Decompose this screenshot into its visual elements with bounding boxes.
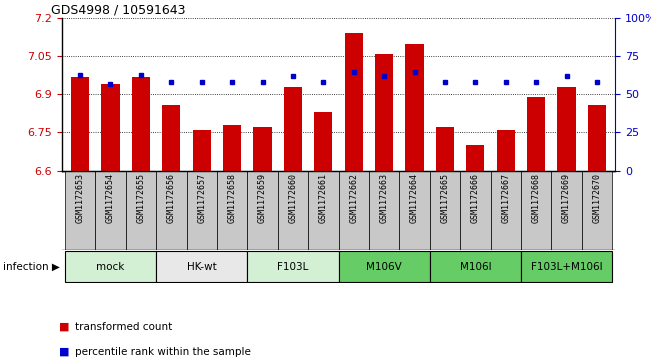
Bar	[223, 125, 242, 171]
Bar	[314, 112, 333, 171]
Bar	[95, 171, 126, 250]
Text: GDS4998 / 10591643: GDS4998 / 10591643	[51, 4, 186, 17]
Text: M106V: M106V	[367, 262, 402, 272]
Text: GSM1172659: GSM1172659	[258, 173, 267, 223]
Bar	[162, 105, 180, 171]
Bar	[430, 171, 460, 250]
Text: GSM1172667: GSM1172667	[501, 173, 510, 223]
Text: F103L: F103L	[277, 262, 309, 272]
Bar	[344, 33, 363, 171]
Bar	[582, 171, 612, 250]
Text: transformed count: transformed count	[75, 322, 172, 332]
Bar	[557, 87, 575, 171]
Text: ■: ■	[59, 322, 69, 332]
Bar	[156, 171, 186, 250]
Bar	[308, 171, 339, 250]
Bar	[399, 171, 430, 250]
Text: GSM1172657: GSM1172657	[197, 173, 206, 223]
Bar	[193, 130, 211, 171]
Text: GSM1172670: GSM1172670	[592, 173, 602, 223]
Text: GSM1172655: GSM1172655	[137, 173, 145, 223]
Bar	[430, 251, 521, 282]
Text: HK-wt: HK-wt	[187, 262, 217, 272]
Bar	[460, 171, 491, 250]
Bar	[156, 251, 247, 282]
Text: GSM1172656: GSM1172656	[167, 173, 176, 223]
Text: GSM1172661: GSM1172661	[319, 173, 328, 223]
Text: GSM1172666: GSM1172666	[471, 173, 480, 223]
Bar	[126, 171, 156, 250]
Bar	[132, 77, 150, 171]
Bar	[247, 171, 278, 250]
Bar	[588, 105, 606, 171]
Text: GSM1172669: GSM1172669	[562, 173, 571, 223]
Bar	[186, 171, 217, 250]
Bar	[65, 171, 95, 250]
Text: GSM1172658: GSM1172658	[228, 173, 236, 223]
Bar	[247, 251, 339, 282]
Text: GSM1172665: GSM1172665	[441, 173, 449, 223]
Bar	[278, 171, 308, 250]
Text: GSM1172660: GSM1172660	[288, 173, 298, 223]
Text: M106I: M106I	[460, 262, 491, 272]
Bar	[436, 127, 454, 171]
Text: GSM1172654: GSM1172654	[106, 173, 115, 223]
Bar	[551, 171, 582, 250]
Bar	[466, 145, 484, 171]
Text: GSM1172663: GSM1172663	[380, 173, 389, 223]
Bar	[527, 97, 546, 171]
Bar	[521, 171, 551, 250]
Bar	[284, 87, 302, 171]
Bar	[102, 84, 120, 171]
Bar	[406, 44, 424, 171]
Text: infection ▶: infection ▶	[3, 262, 60, 272]
Bar	[375, 54, 393, 171]
Text: GSM1172668: GSM1172668	[532, 173, 540, 223]
Bar	[217, 171, 247, 250]
Text: GSM1172662: GSM1172662	[349, 173, 358, 223]
Bar	[71, 77, 89, 171]
Text: percentile rank within the sample: percentile rank within the sample	[75, 347, 251, 357]
Bar	[253, 127, 271, 171]
Text: GSM1172653: GSM1172653	[76, 173, 85, 223]
Bar	[369, 171, 399, 250]
Text: mock: mock	[96, 262, 125, 272]
Text: F103L+M106I: F103L+M106I	[531, 262, 602, 272]
Text: GSM1172664: GSM1172664	[410, 173, 419, 223]
Text: ■: ■	[59, 347, 69, 357]
Bar	[339, 171, 369, 250]
Bar	[339, 251, 430, 282]
Bar	[491, 171, 521, 250]
Bar	[65, 251, 156, 282]
Bar	[521, 251, 612, 282]
Bar	[497, 130, 515, 171]
